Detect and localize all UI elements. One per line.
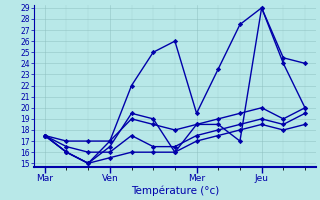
X-axis label: Température (°c): Température (°c) (131, 185, 219, 196)
